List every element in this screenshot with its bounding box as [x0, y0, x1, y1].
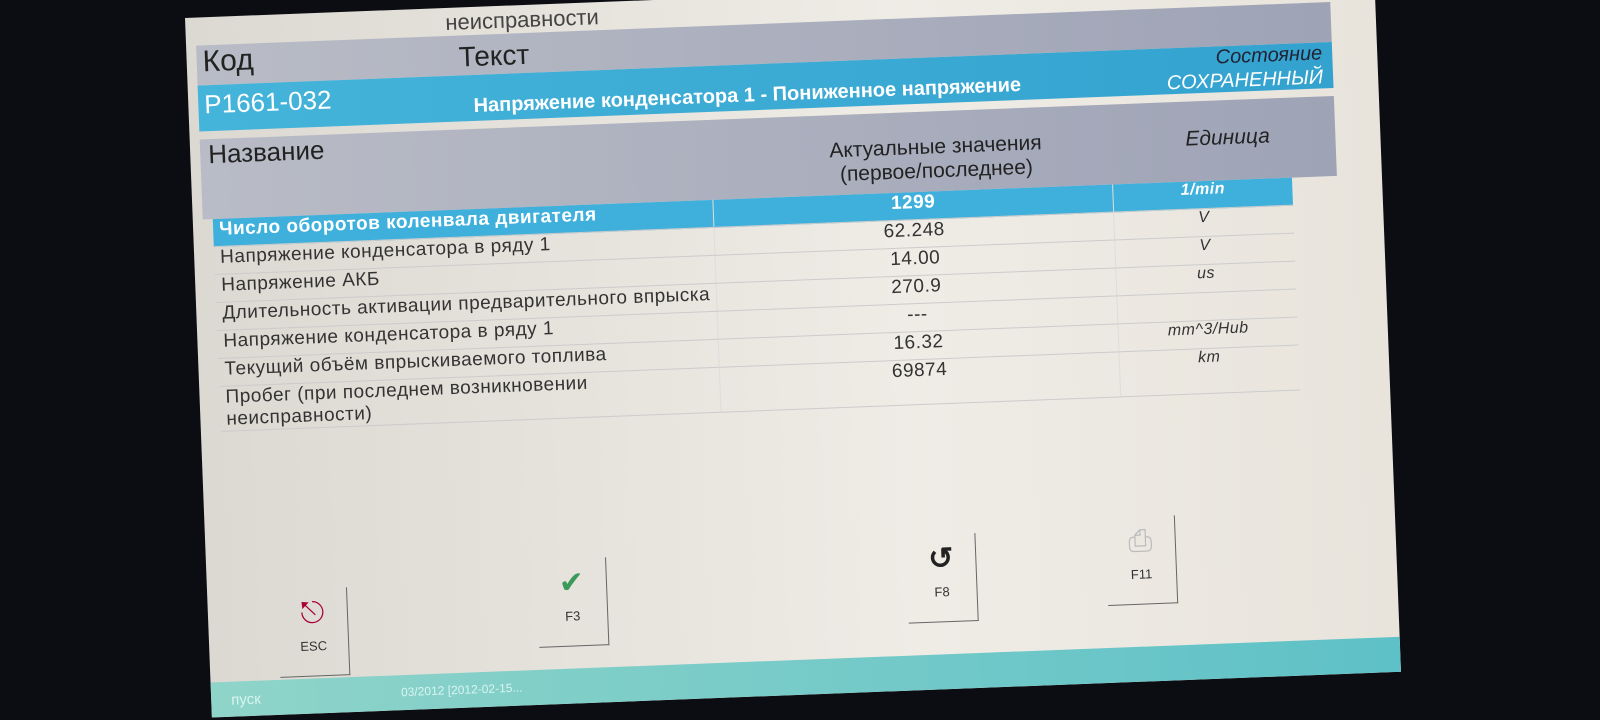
unit-column-header: Единица	[1184, 124, 1271, 151]
undo-arrow-icon: ↺	[927, 541, 955, 576]
value-column-header: Актуальные значения (первое/последнее)	[828, 131, 1043, 186]
code-column-label: Код	[202, 43, 255, 79]
exit-door-icon: ⎋	[299, 596, 325, 630]
name-column-header: Название	[207, 134, 325, 170]
f11-button[interactable]: ⎙ F11	[1104, 515, 1179, 606]
diagnostic-window: неисправности Код Текст P1661-032 Напряж…	[185, 0, 1401, 718]
checkmark-icon: ✔	[558, 566, 585, 601]
values-table: Число оборотов коленвала двигателя 1299 1/…	[212, 177, 1301, 432]
f11-label: F11	[1130, 566, 1153, 583]
f3-button[interactable]: ✔ F3	[536, 557, 610, 648]
esc-button[interactable]: ⎋ ESC	[277, 587, 351, 678]
f3-label: F3	[564, 608, 581, 624]
status-label: Состояние	[1215, 42, 1323, 69]
status-badge: СОХРАНЕННЫЙ	[1166, 66, 1324, 95]
taskbar: пуск 03/2012 [2012-02-15...	[210, 636, 1401, 718]
text-column-label: Текст	[458, 38, 530, 73]
start-button[interactable]: пуск	[230, 690, 262, 709]
fault-code: P1661-032	[203, 84, 333, 120]
row-unit: km	[1118, 345, 1301, 397]
taskbar-item[interactable]: 03/2012 [2012-02-15...	[400, 680, 523, 700]
f8-label: F8	[934, 584, 950, 600]
f8-button[interactable]: ↺ F8	[905, 533, 979, 624]
esc-label: ESC	[300, 638, 328, 655]
printer-icon: ⎙	[1127, 524, 1153, 559]
